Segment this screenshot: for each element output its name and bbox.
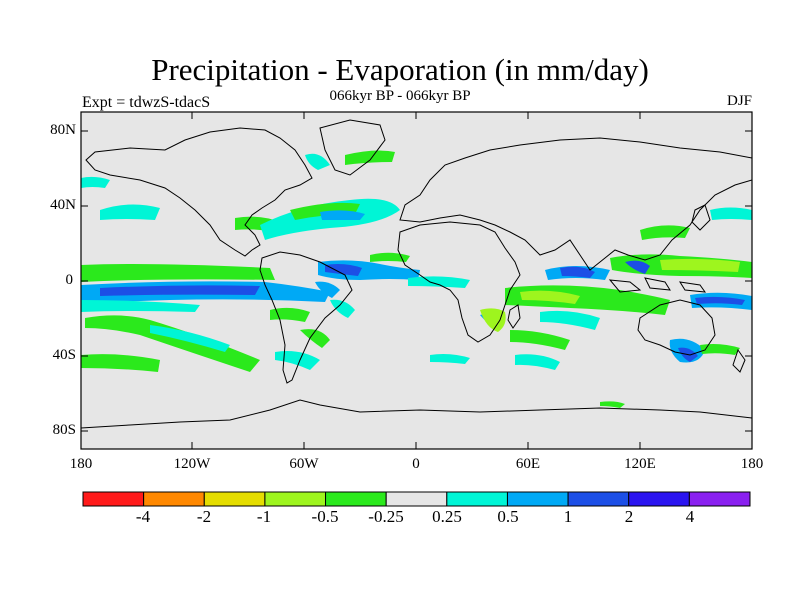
coastline-japan (691, 204, 711, 231)
experiment-label: Expt = tdwzS-tdacS (82, 94, 211, 111)
coastline-south-america (259, 251, 353, 384)
colorbar-swatch (446, 491, 508, 507)
colorbar (82, 491, 751, 507)
colorbar-swatch (385, 491, 448, 507)
lon-label-180e: 180 (740, 456, 764, 472)
lat-label-40n: 40N (50, 197, 76, 213)
anomaly-patch (81, 264, 275, 282)
colorbar-label: -1 (256, 507, 272, 526)
colorbar-swatch (567, 491, 630, 507)
anomaly-patch (600, 401, 625, 408)
anomaly-patch (710, 207, 752, 220)
coastline-north-america (85, 127, 313, 257)
colorbar-label: -0.5 (311, 507, 339, 526)
anomaly-patch (515, 354, 560, 370)
colorbar-swatch (628, 491, 690, 507)
anomaly-patch (305, 153, 330, 170)
colorbar-swatch (506, 491, 569, 507)
anomaly-patch (100, 204, 160, 220)
anomaly-patch (320, 210, 365, 220)
plot-subtitle: 066kyr BP - 066kyr BP (329, 88, 471, 104)
coastlines (81, 119, 752, 429)
axis-ticks (81, 112, 752, 449)
coastline-greenland (319, 119, 386, 176)
anomaly-patch (150, 325, 230, 352)
anomaly-field (81, 150, 752, 408)
lat-label-40s: 40S (52, 347, 76, 363)
coastline-australia (637, 299, 716, 356)
lat-label-0: 0 (65, 272, 74, 288)
anomaly-patch (300, 329, 330, 348)
anomaly-patch (625, 260, 650, 274)
lon-label-0: 0 (412, 456, 420, 472)
anomaly-patch (85, 315, 260, 372)
coastline-antarctica (81, 399, 752, 429)
colorbar-swatch (325, 491, 387, 507)
season-label: DJF (726, 93, 752, 109)
anomaly-patch (315, 281, 340, 298)
anomaly-patch (695, 296, 745, 305)
anomaly-patch (510, 330, 570, 350)
anomaly-patch (540, 310, 600, 330)
lat-label-80s: 80S (52, 422, 76, 438)
lat-label-80n: 80N (50, 122, 76, 138)
lon-label-120w: 120W (173, 456, 211, 472)
coastline-eurasia (399, 137, 752, 271)
anomaly-patch (81, 354, 160, 372)
anomaly-patch (270, 307, 310, 322)
anomaly-patch (520, 290, 580, 304)
colorbar-label: 1 (563, 507, 573, 526)
anomaly-patch (408, 276, 470, 288)
coastline-africa (397, 221, 521, 343)
anomaly-patch (345, 150, 395, 165)
colorbar-swatch (264, 491, 327, 507)
anomaly-patch (700, 344, 740, 355)
coastline-madagascar (507, 304, 521, 329)
coastline-new-zealand (732, 348, 746, 373)
colorbar-label: 0.25 (432, 507, 462, 526)
lon-label-120e: 120E (624, 456, 656, 472)
colorbar-label: 4 (685, 507, 695, 526)
plot-title: Precipitation - Evaporation (in mm/day) (151, 52, 649, 87)
colorbar-label: -2 (196, 507, 212, 526)
anomaly-patch (560, 266, 595, 278)
colorbar-label: -0.25 (368, 507, 404, 526)
anomaly-patch (100, 285, 260, 296)
anomaly-patch (480, 308, 506, 332)
colorbar-label: 0.5 (497, 507, 519, 526)
lon-label-60e: 60E (515, 456, 541, 472)
anomaly-patch (430, 354, 470, 364)
lon-label-60w: 60W (289, 456, 319, 472)
colorbar-swatch (143, 491, 205, 507)
anomaly-patch (275, 351, 320, 370)
colorbar-label: -4 (135, 507, 151, 526)
coastline-indonesia (608, 277, 707, 293)
colorbar-swatch (82, 491, 145, 507)
anomaly-patch (330, 299, 355, 318)
anomaly-patch (81, 176, 110, 188)
lon-label-180w: 180 (69, 456, 93, 472)
anomaly-patch (660, 258, 740, 272)
colorbar-swatch (688, 491, 751, 507)
colorbar-label: 2 (624, 507, 634, 526)
anomaly-patch (640, 225, 690, 240)
anomaly-patch (325, 264, 362, 276)
anomaly-patch (81, 300, 200, 312)
colorbar-swatch (203, 491, 266, 507)
